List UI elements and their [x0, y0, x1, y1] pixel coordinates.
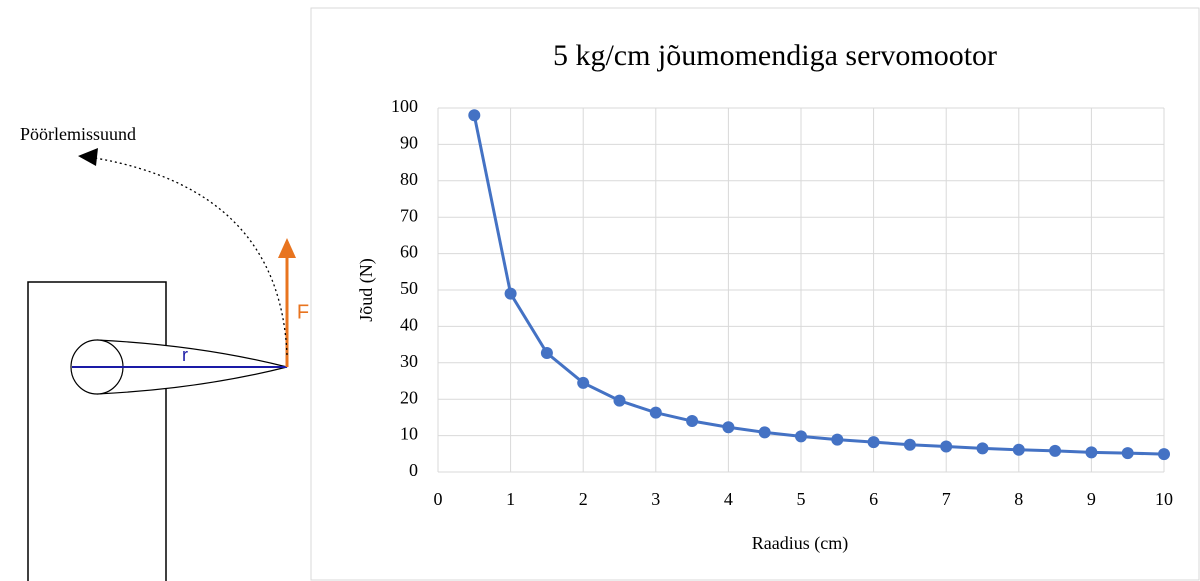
y-tick-label: 10: [400, 424, 418, 444]
y-tick-label: 20: [400, 387, 418, 407]
point: [795, 430, 807, 443]
point: [649, 406, 662, 419]
x-tick-label: 4: [724, 489, 733, 509]
x-tick-label: 3: [651, 489, 660, 509]
y-tick-label: 60: [400, 242, 418, 262]
point: [758, 426, 771, 439]
x-axis-label: Raadius (cm): [752, 533, 848, 554]
x-tick-label: 6: [869, 489, 878, 509]
y-tick-label: 30: [400, 351, 418, 371]
y-tick-label: 80: [400, 169, 418, 189]
point: [577, 376, 590, 389]
y-tick-label: 40: [400, 315, 418, 335]
radius-label: r: [182, 345, 188, 365]
rotation-arc: [94, 157, 288, 356]
y-tick-label: 100: [391, 96, 418, 116]
x-tick-label: 9: [1087, 489, 1096, 509]
point: [976, 442, 989, 455]
point: [1158, 448, 1170, 461]
point: [1085, 446, 1098, 459]
rotation-label: Pöörlemissuund: [20, 124, 136, 144]
x-tick-label: 5: [797, 489, 806, 509]
force-label: F: [297, 301, 309, 323]
servo-diagram: r F Pöörlemissuund: [20, 124, 309, 581]
x-tick-label: 8: [1014, 489, 1023, 509]
line-series: [472, 114, 1165, 456]
point: [686, 415, 699, 428]
point: [613, 394, 626, 407]
rotation-arrowhead: [78, 148, 98, 166]
x-tick-label: 10: [1155, 489, 1173, 509]
x-tick-label: 0: [434, 489, 443, 509]
y-tick-label: 70: [400, 205, 418, 225]
y-tick-label: 0: [409, 460, 418, 480]
point: [504, 287, 517, 300]
point: [903, 438, 916, 451]
point: [867, 436, 880, 449]
point: [940, 440, 953, 453]
x-tick-label: 2: [579, 489, 588, 509]
servo-body: [27, 281, 167, 581]
chart: 5 kg/cm jõumomendiga servomootor Raadius…: [356, 39, 997, 554]
point: [831, 433, 844, 446]
point: [468, 109, 481, 122]
point: [1049, 444, 1062, 457]
point: [540, 346, 553, 359]
point: [1012, 443, 1025, 456]
point: [1121, 447, 1134, 460]
y-tick-label: 50: [400, 278, 418, 298]
y-axis-label: Jõud (N): [356, 258, 377, 322]
x-tick-label: 1: [506, 489, 515, 509]
force-arrowhead: [278, 238, 296, 258]
chart-panel: [310, 7, 1200, 581]
chart-title: 5 kg/cm jõumomendiga servomootor: [553, 39, 997, 72]
y-tick-label: 90: [400, 133, 418, 153]
x-tick-label: 7: [942, 489, 951, 509]
point: [722, 421, 735, 434]
